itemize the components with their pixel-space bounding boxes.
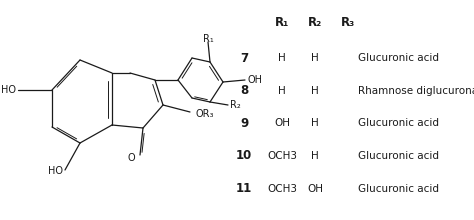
- Text: H: H: [311, 151, 319, 161]
- Text: H: H: [311, 118, 319, 128]
- Text: H: H: [278, 53, 286, 63]
- Text: 11: 11: [236, 182, 252, 195]
- Text: 8: 8: [240, 84, 248, 97]
- Text: R₁: R₁: [275, 15, 289, 29]
- Text: H: H: [311, 53, 319, 63]
- Text: Glucuronic acid: Glucuronic acid: [358, 183, 439, 194]
- Text: OH: OH: [307, 183, 323, 194]
- Text: Glucuronic acid: Glucuronic acid: [358, 151, 439, 161]
- Text: R₁: R₁: [202, 34, 213, 44]
- Text: H: H: [278, 86, 286, 96]
- Text: HO: HO: [0, 85, 16, 95]
- Text: 7: 7: [240, 52, 248, 65]
- Text: H: H: [311, 86, 319, 96]
- Text: Rhamnose diglucuronate: Rhamnose diglucuronate: [358, 86, 474, 96]
- Text: R₃: R₃: [341, 15, 356, 29]
- Text: 10: 10: [236, 149, 252, 163]
- Text: OCH3: OCH3: [267, 151, 297, 161]
- Text: Glucuronic acid: Glucuronic acid: [358, 53, 439, 63]
- Text: OH: OH: [274, 118, 290, 128]
- Text: 9: 9: [240, 117, 248, 130]
- Text: R₂: R₂: [308, 15, 322, 29]
- Text: R₂: R₂: [230, 100, 241, 110]
- Text: OR₃: OR₃: [196, 109, 214, 119]
- Text: O: O: [128, 153, 135, 163]
- Text: HO: HO: [47, 166, 63, 176]
- Text: OCH3: OCH3: [267, 183, 297, 194]
- Text: Glucuronic acid: Glucuronic acid: [358, 118, 439, 128]
- Text: OH: OH: [247, 75, 263, 85]
